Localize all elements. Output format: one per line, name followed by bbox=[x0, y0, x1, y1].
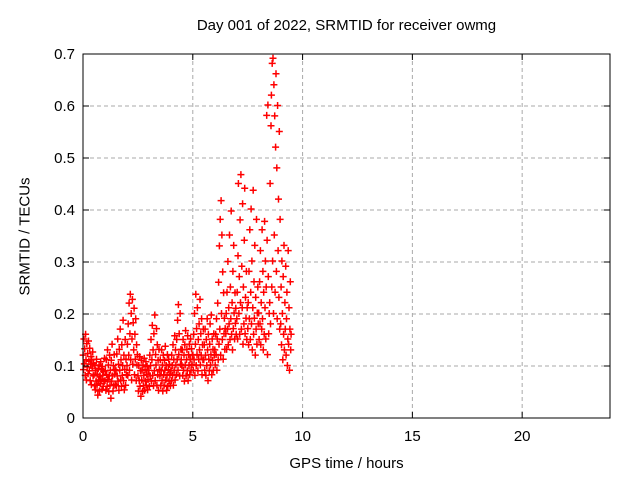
y-tick-label: 0 bbox=[67, 410, 75, 427]
y-tick-label: 0.5 bbox=[54, 150, 75, 167]
x-tick-label: 5 bbox=[189, 428, 197, 445]
plot-border bbox=[82, 53, 611, 419]
y-tick-label: 0.4 bbox=[54, 202, 75, 219]
y-tick-label: 0.3 bbox=[54, 254, 75, 271]
y-tick-label: 0.6 bbox=[54, 98, 75, 115]
x-tick-label: 10 bbox=[294, 428, 311, 445]
x-axis-label: GPS time / hours bbox=[289, 455, 404, 472]
y-tick-label: 0.7 bbox=[54, 46, 75, 63]
x-tick-label: 15 bbox=[404, 428, 421, 445]
x-tick-label: 20 bbox=[514, 428, 531, 445]
data-points bbox=[79, 54, 295, 402]
y-tick-label: 0.2 bbox=[54, 306, 75, 323]
y-tick-label: 0.1 bbox=[54, 358, 75, 375]
x-tick-label: 0 bbox=[79, 428, 87, 445]
chart-title: Day 001 of 2022, SRMTID for receiver owm… bbox=[196, 17, 497, 34]
